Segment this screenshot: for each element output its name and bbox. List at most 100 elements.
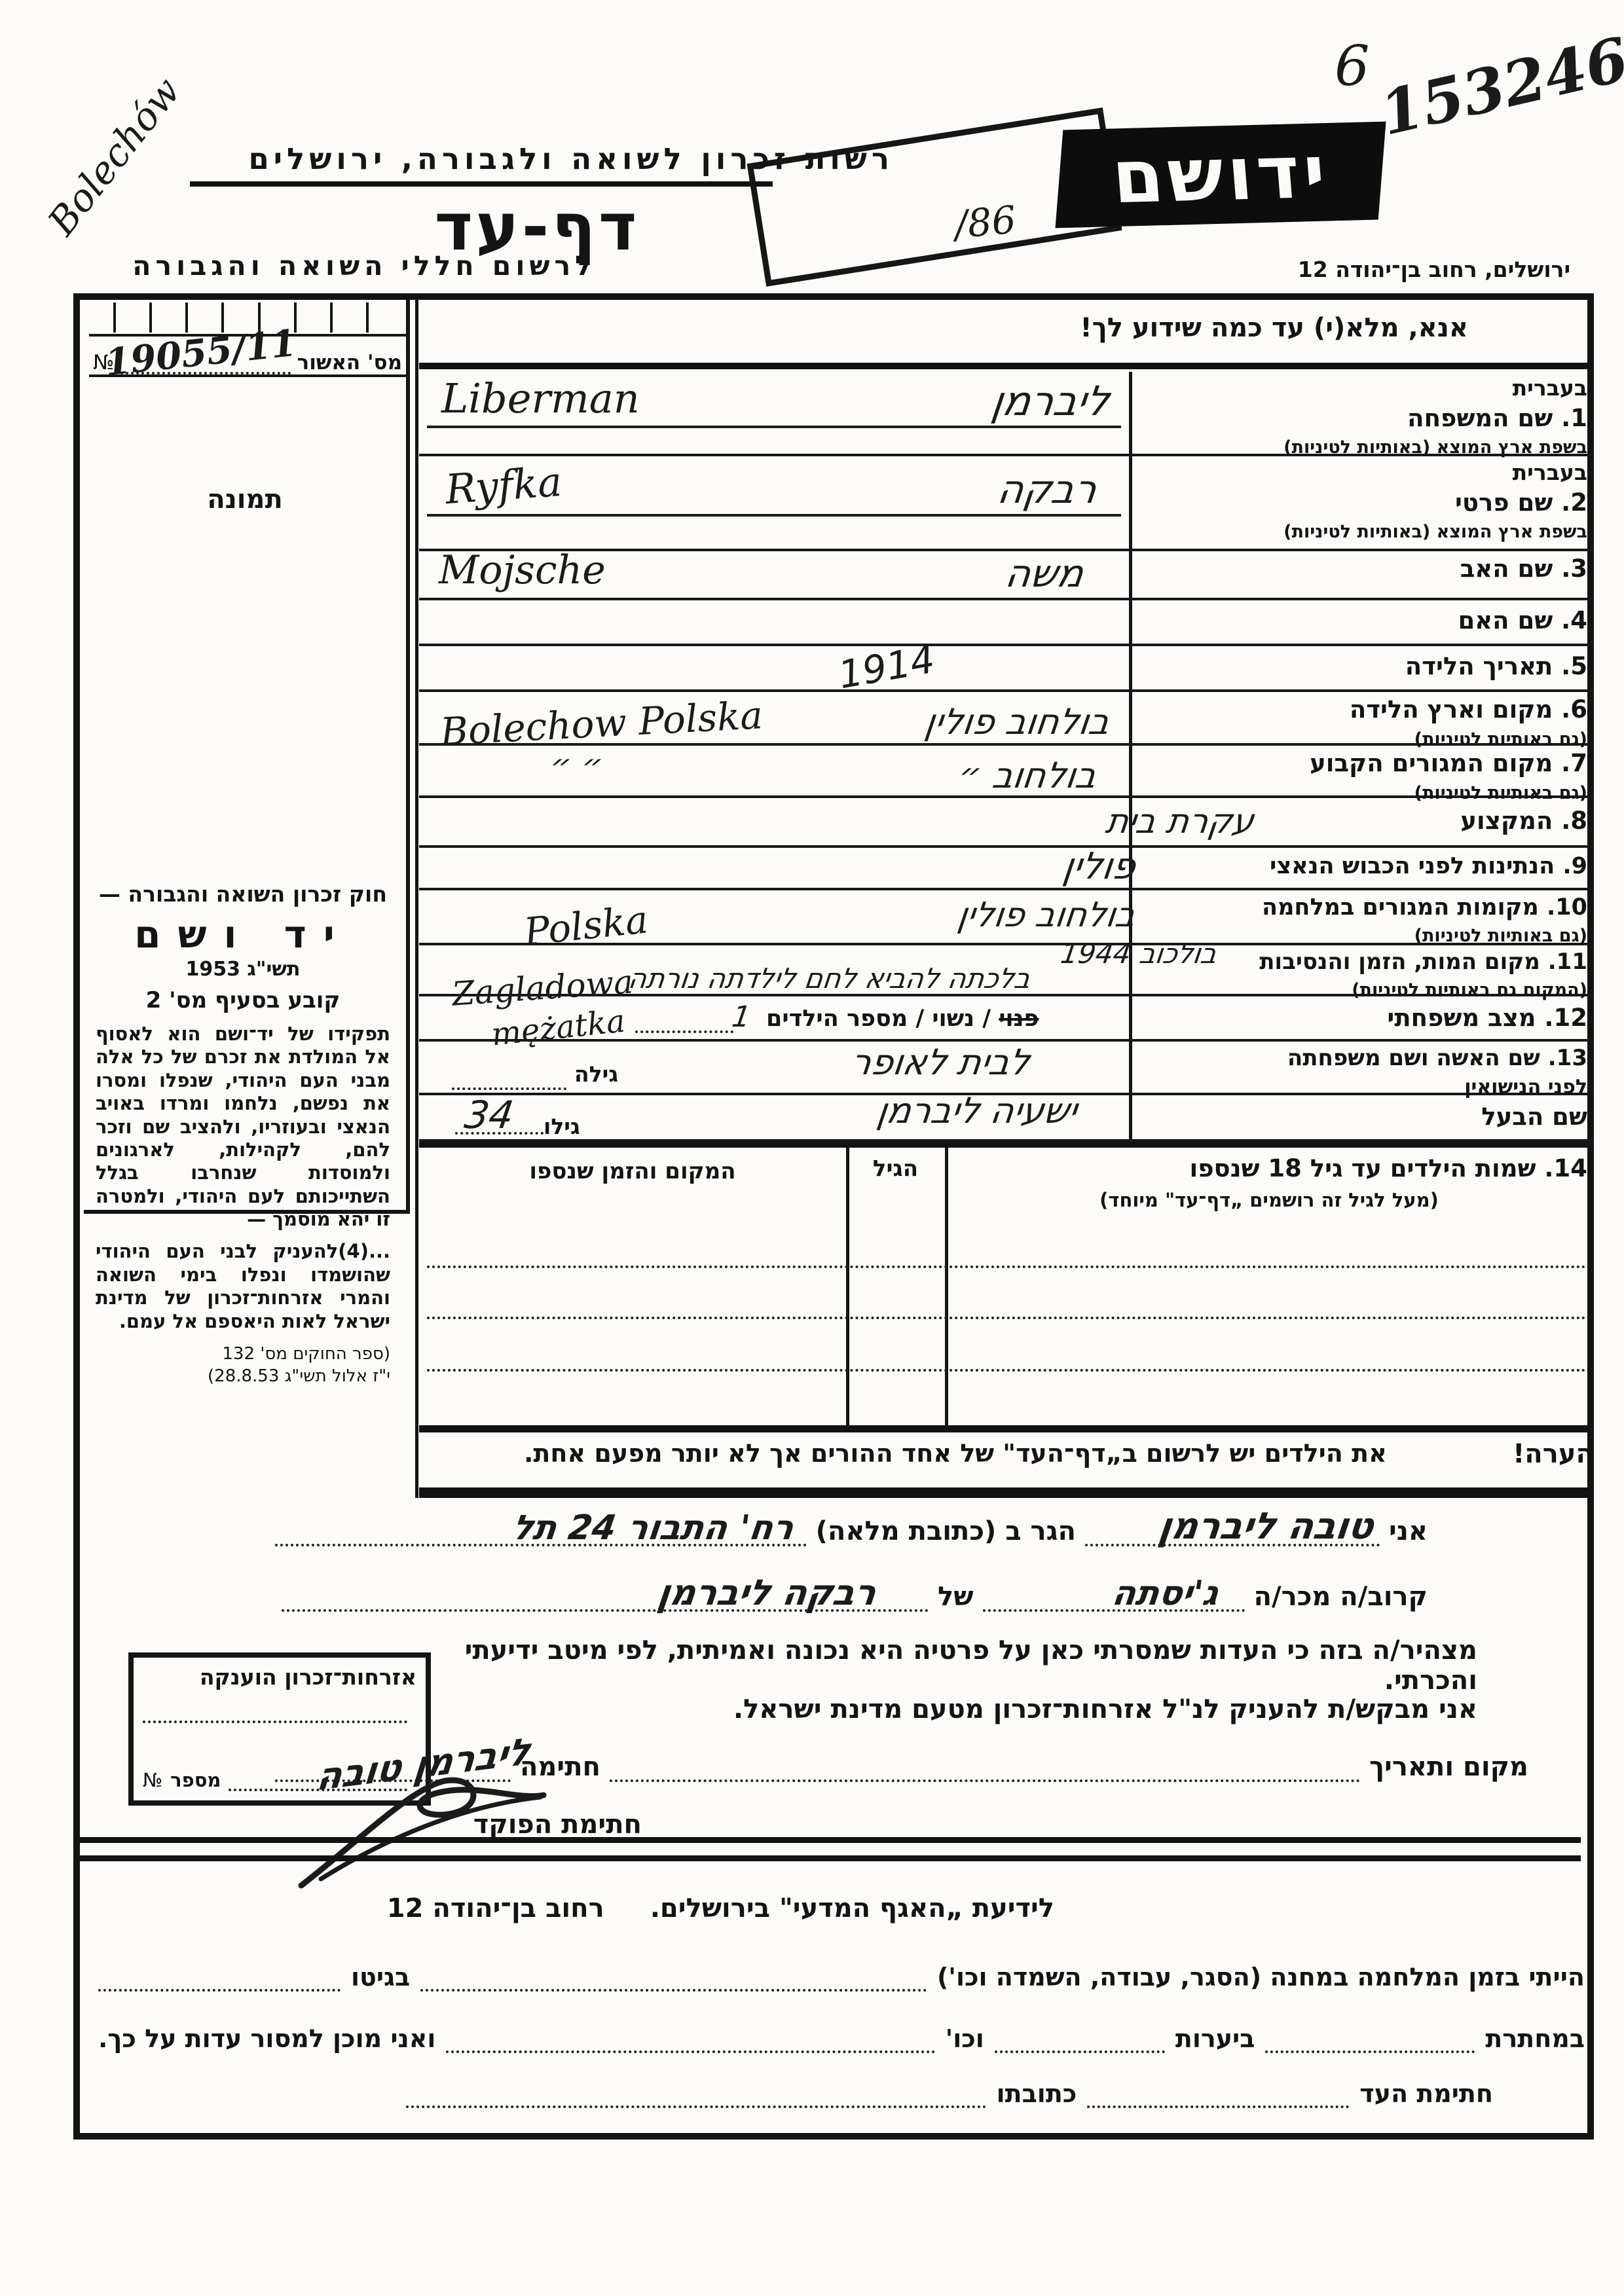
relation-handwriting: ג'יסתה (1110, 1574, 1221, 1613)
children-row-line1 (427, 1266, 1586, 1268)
witness-signature-line: חתימת העד כתובתו (406, 2075, 1493, 2108)
law-org-name: יד ושם (134, 912, 352, 957)
children-row-line2 (427, 1317, 1586, 1319)
residing-label: הגר ב (כתובת מלאה) (815, 1516, 1076, 1546)
forests-field (994, 2020, 1165, 2053)
official-signature-label: חתימת הפוקד (473, 1810, 642, 1840)
victim-name-handwriting: רבקה ליברמן (655, 1572, 879, 1613)
underground-history-line: במחתרת ביערות וכו' ואני מוכן למסור עדות … (98, 2020, 1585, 2053)
witness-address-handwriting: רח' התבור 24 תל (509, 1508, 796, 1548)
children-count-dotline (635, 1030, 733, 1033)
profession-handwriting: עקרת בית (1103, 802, 1257, 841)
field9-label: 9. הנתינות לפני הכבוש הנאצי (1270, 853, 1587, 879)
citizenship-number-field (229, 1765, 407, 1791)
relation-field: ג'יסתה (982, 1574, 1245, 1613)
field14-sublabel: (מעל לגיל זה רושמים „דף־עד" מיוחד) (1099, 1189, 1439, 1211)
header-address: ירושלים, רחוב בן־יהודה 12 (1297, 257, 1571, 282)
i-label: אני (1388, 1516, 1428, 1546)
citizenship-handwriting: פולין (1060, 845, 1139, 888)
numero-sign: № (93, 351, 115, 374)
field11-label: 11. מקום המות, הזמן והנסיבות (1259, 949, 1587, 975)
form-title: דף-עד (434, 189, 640, 265)
victim-name-field: רבקה ליברמן (282, 1572, 929, 1613)
field-citizenship: 9. הנתינות לפני הכבוש הנאצי פולין (419, 845, 1594, 890)
husband-age-handwriting: 34 (462, 1093, 517, 1137)
children-table-divider1 (846, 1148, 849, 1425)
law-body: תפקידו של יד־ושם הוא לאסוף אל המולדת את … (96, 1023, 390, 1230)
citizenship-numero-sign: № (143, 1769, 163, 1791)
field-profession: 8. המקצוע עקרת בית (419, 798, 1594, 848)
children-count-label: מספר הילדים (766, 1006, 908, 1032)
law-reference-line1: (ספר החוקים מס' 132 (222, 1343, 390, 1364)
family-name-latin-handwriting: Liberman (441, 374, 640, 422)
field13-label: 13. שם האשה ושם משפחתה (1287, 1045, 1587, 1071)
husband-name-handwriting: ישעיה ליברמן (874, 1090, 1080, 1131)
approval-number-row: מס' האשור 19055/11 № (89, 321, 406, 384)
witness-name-field: טובה ליברמן (1084, 1505, 1380, 1548)
place-date-label: מקום ותאריך (1369, 1752, 1528, 1782)
witness-addr-label: כתובתו (996, 2079, 1077, 2108)
ruled-ticks (113, 302, 369, 333)
law-clause: ...(4)להעניק לבני העם היהודי שהושמדו ונפ… (96, 1240, 390, 1332)
place-date-signature-line: מקום ותאריך חתימה ליברמן טובה (275, 1730, 1528, 1800)
children-col-age-header: הגיל (872, 1156, 919, 1182)
option-married: נשוי (932, 1006, 975, 1032)
left-panel-divider (415, 300, 418, 1498)
camp-field (420, 1959, 927, 1992)
children-table: המקום והזמן שנספו הגיל 14. שמות הילדים ע… (419, 1142, 1594, 1431)
children-count-handwriting: 1 (729, 1000, 753, 1034)
law-section: קובע בסעיף מס' 2 (145, 987, 341, 1013)
signature-field: ליברמן טובה (275, 1730, 532, 1800)
forests-label: ביערות (1175, 2024, 1255, 2053)
field-wife-name: 13. שם האשה ושם משפחתה לפני הנישואין לבי… (419, 1042, 1594, 1099)
residence-ditto-marks: ״ ״ (547, 747, 606, 785)
field-wartime-residence: 10. מקומות המגורים במלחמה (גם באותיות לט… (419, 890, 1594, 955)
field-birth-date: 5. תאריך הלידה 1914 (419, 637, 1594, 697)
birth-date-handwriting: 1914 (835, 636, 938, 698)
field-first-name: בעברית 2. שם פרטי בשפת ארץ המוצא (באותיו… (419, 456, 1594, 551)
field8-label: 8. המקצוע (1460, 807, 1587, 835)
signature-label: חתימה (520, 1752, 601, 1782)
law-title: חוק זכרון השואה והגבורה — (98, 881, 388, 907)
field2-label: 2. שם פרטי (1454, 488, 1587, 517)
field10-label: 10. מקומות המגורים במלחמה (1262, 894, 1587, 920)
official-signature-scribble (298, 1777, 547, 1889)
citizenship-blank-line (143, 1721, 407, 1723)
witness-address-field: רח' התבור 24 תל (275, 1508, 807, 1548)
ghetto-field (98, 1959, 341, 1992)
first-name-hebrew-handwriting: רבקה (994, 467, 1099, 513)
etc-label: וכו' (945, 2024, 984, 2053)
witness-sig-label: חתימת העד (1359, 2079, 1493, 2108)
field-mother-name: 4. שם האם (419, 600, 1594, 646)
law-reference-line2: י"ז אלול תשי"ג 28.8.53) (208, 1366, 390, 1386)
authority-title: רשות זכרון לשואה ולגבורה, ירושלים (248, 141, 894, 176)
field7-sublabel: (גם באותיות לטיניות) (1414, 782, 1587, 803)
relation-label: קרוב/ה מכר/ה (1253, 1582, 1428, 1612)
her-age-label: גילה (574, 1061, 619, 1087)
field-birth-place: 6. מקום וארץ הלידה (גם באותיות לטיניות) … (419, 692, 1594, 754)
field13-sublabel: לפני הנישואין (1464, 1076, 1587, 1099)
note-row: הערה! את הילדים יש לרשום ב„דף־העד" של אח… (419, 1435, 1594, 1498)
field10-sublabel: (גם באותיות לטיניות) (1414, 926, 1587, 947)
fill-instruction: אנא, מלא(י) עד כמה שידוע לך! (1080, 313, 1468, 343)
children-row-line3 (427, 1369, 1586, 1372)
field7-label: 7. מקום המגורים הקבוע (1310, 749, 1587, 777)
field-family-name: בעברית 1. שם המשפחה בשפת ארץ המוצא (באות… (419, 372, 1594, 458)
stamp-number-handwriting: 86/ (953, 197, 1018, 247)
law-text-block: חוק זכרון השואה והגבורה — יד ושם תשי"ג 1… (96, 881, 390, 1387)
note-label: הערה! (1513, 1439, 1594, 1469)
camp-label: הייתי בזמן המלחמה במחנה (הסגר, עבודה, הש… (936, 1963, 1585, 1992)
authority-underline (190, 181, 773, 187)
testify-text: ואני מוכן למסור עדות על כך. (98, 2024, 436, 2053)
children-table-divider2 (945, 1148, 948, 1425)
children-table-bottom-line (419, 1429, 1594, 1432)
field6-label: 6. מקום וארץ הלידה (1349, 695, 1587, 723)
citizenship-granted-label: אזרחות־זכרון הוענקה (199, 1664, 416, 1690)
birth-place-latin-handwriting: Bolechow Polska (439, 693, 764, 754)
field1-hebrew-label: בעברית (1512, 375, 1587, 401)
instruction-separator (419, 363, 1594, 369)
etc-field (446, 2020, 935, 2053)
witness-name-handwriting: טובה ליברמן (1156, 1505, 1376, 1548)
field12-label: 12. מצב משפחתי (1387, 1004, 1587, 1032)
